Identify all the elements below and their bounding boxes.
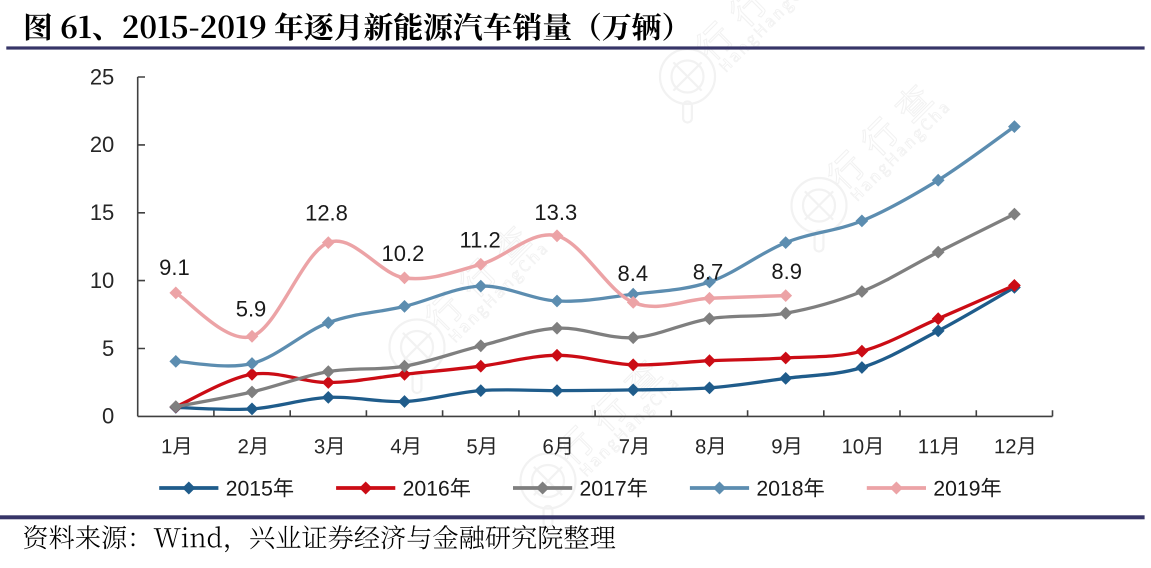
- svg-text:12.8: 12.8: [305, 201, 348, 226]
- svg-text:9.1: 9.1: [159, 255, 190, 280]
- svg-text:11.2: 11.2: [460, 228, 501, 253]
- svg-text:8.9: 8.9: [771, 259, 802, 284]
- svg-text:5: 5: [102, 336, 114, 361]
- svg-text:10: 10: [90, 268, 114, 293]
- svg-text:0: 0: [102, 404, 114, 429]
- svg-text:5.9: 5.9: [236, 297, 267, 322]
- svg-text:25: 25: [90, 64, 114, 89]
- svg-text:13.3: 13.3: [534, 200, 577, 225]
- svg-text:10.2: 10.2: [381, 241, 424, 266]
- svg-text:8.7: 8.7: [693, 260, 724, 285]
- svg-text:8.4: 8.4: [618, 261, 649, 286]
- svg-text:20: 20: [90, 132, 114, 157]
- svg-text:15: 15: [90, 200, 114, 225]
